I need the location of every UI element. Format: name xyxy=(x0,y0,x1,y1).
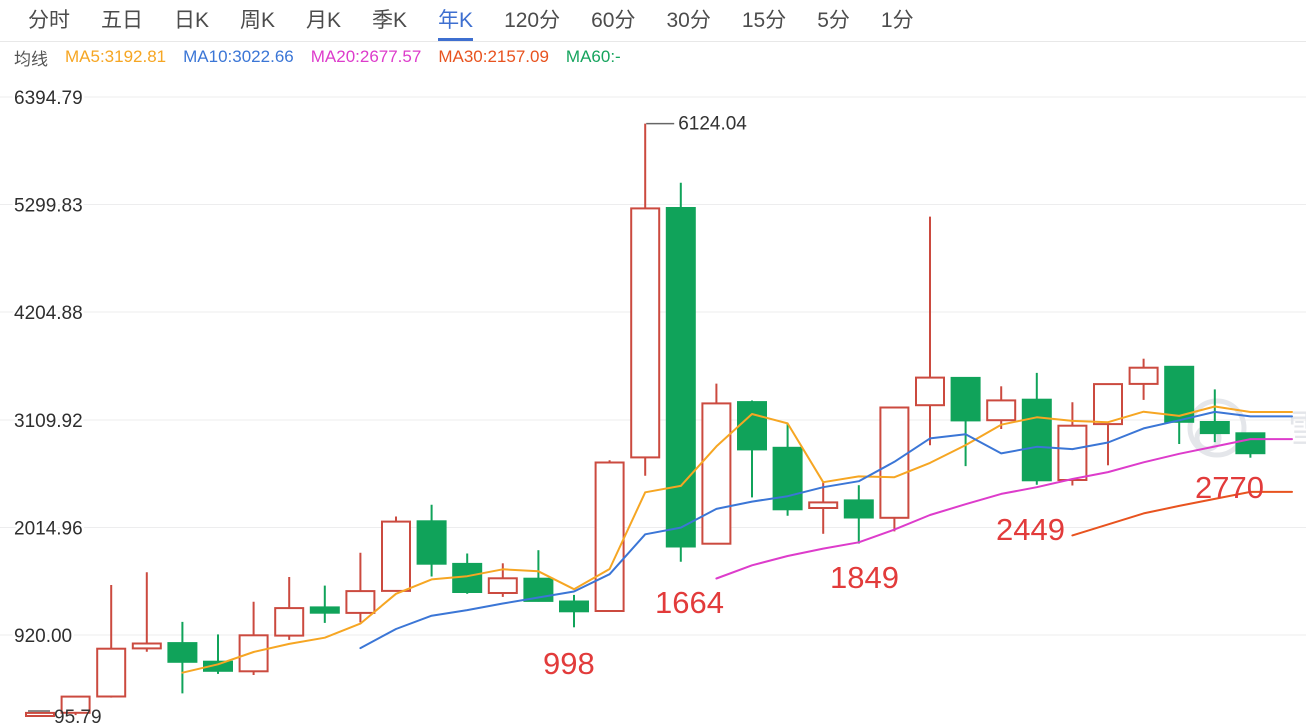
y-axis-label: 6394.79 xyxy=(14,88,83,109)
candle-down[interactable] xyxy=(309,606,340,614)
candle-down[interactable] xyxy=(203,660,233,672)
high-marker-label: 6124.04 xyxy=(678,114,747,135)
candle-down[interactable] xyxy=(1021,398,1052,482)
tab-60-min[interactable]: 60分 xyxy=(591,9,636,32)
candle-down[interactable] xyxy=(843,499,874,519)
candle-up[interactable] xyxy=(60,695,91,714)
candle-up[interactable] xyxy=(1057,424,1088,482)
tab-yearly-k[interactable]: 年K xyxy=(438,0,474,41)
hand-annotation: 1849 xyxy=(830,560,899,595)
candle-up[interactable] xyxy=(986,399,1017,422)
legend-ma60: MA60:- xyxy=(565,47,621,66)
candle-down[interactable] xyxy=(167,642,198,663)
candles xyxy=(25,123,1266,718)
tab-five-day[interactable]: 五日 xyxy=(101,9,143,32)
candle-down[interactable] xyxy=(737,401,767,451)
chart-header: 分时 五日 日K 周K 月K 季K 年K 120分 60分 30分 15分 5分 1分 均线 MA5:3… xyxy=(0,0,1306,72)
tab-1-min[interactable]: 1分 xyxy=(880,9,914,32)
candle-up[interactable] xyxy=(630,207,661,459)
tab-120-min[interactable]: 120分 xyxy=(504,9,561,32)
candle-up[interactable] xyxy=(1093,383,1123,426)
candle-up[interactable] xyxy=(238,634,269,673)
period-tabbar: 分时 五日 日K 周K 月K 季K 年K 120分 60分 30分 15分 5分 1分 xyxy=(0,0,1306,42)
hand-annotation: 2770 xyxy=(1195,470,1264,505)
watermark-logo xyxy=(1187,398,1247,458)
candle-up[interactable] xyxy=(131,642,162,650)
ma5-line xyxy=(181,405,1293,674)
y-axis-label: 5299.83 xyxy=(14,196,83,217)
ma30-line xyxy=(1071,490,1293,537)
ma-legend-title: 均线 xyxy=(14,49,48,69)
ma-legend-items: MA5:3192.81 MA10:3022.66 MA20:2677.57 MA30:… xyxy=(65,47,621,67)
hand-annotation: 1664 xyxy=(655,585,724,620)
low-marker-label: 95.79 xyxy=(54,707,102,728)
watermark: 雪 xyxy=(1187,398,1306,458)
tab-15-min[interactable]: 15分 xyxy=(741,9,787,32)
tab-monthly-k[interactable]: 月K xyxy=(306,9,342,32)
annotations: 6124.04 95.79 998 1664 1849 2449 2770 xyxy=(28,114,1264,728)
legend-ma30: MA30:2157.09 xyxy=(438,47,549,66)
candle-up[interactable] xyxy=(808,501,839,509)
candle-up[interactable] xyxy=(25,711,55,718)
ma20-line xyxy=(715,438,1293,580)
tab-5-min[interactable]: 5分 xyxy=(817,9,850,32)
y-axis-label: 4204.88 xyxy=(14,303,83,324)
legend-ma10: MA10:3022.66 xyxy=(183,47,294,66)
tab-intraday[interactable]: 分时 xyxy=(28,9,70,32)
candle-up[interactable] xyxy=(487,577,518,594)
candle-down[interactable] xyxy=(1199,421,1230,435)
ma10-line xyxy=(359,410,1293,650)
candle-up[interactable] xyxy=(915,376,945,407)
legend-ma5: MA5:3192.81 xyxy=(65,47,167,66)
hand-annotation: 2449 xyxy=(996,512,1065,547)
candle-up[interactable] xyxy=(594,461,625,612)
candle-down[interactable] xyxy=(665,207,696,548)
y-axis-labels: 6394.79 5299.83 4204.88 3109.92 2014.96 920.0… xyxy=(12,86,86,650)
candle-up[interactable] xyxy=(96,647,127,698)
candle-down[interactable] xyxy=(1235,432,1266,455)
candle-down[interactable] xyxy=(950,376,981,422)
candle-up[interactable] xyxy=(381,520,411,592)
y-axis-label: 3109.92 xyxy=(14,411,83,432)
tab-daily-k[interactable]: 日K xyxy=(174,9,210,32)
candle-down[interactable] xyxy=(559,600,589,613)
candle-up[interactable] xyxy=(274,607,305,637)
candle-up[interactable] xyxy=(1128,366,1159,385)
candle-up[interactable] xyxy=(701,402,732,545)
candle-down[interactable] xyxy=(416,520,447,565)
watermark-text: 雪 xyxy=(1288,409,1306,451)
candle-down[interactable] xyxy=(772,446,803,511)
ma-lines xyxy=(181,405,1293,674)
legend-ma20: MA20:2677.57 xyxy=(310,47,422,66)
tab-30-min[interactable]: 30分 xyxy=(666,9,711,32)
hand-annotation: 998 xyxy=(543,646,595,681)
candle-up[interactable] xyxy=(345,590,376,614)
tab-quarterly-k[interactable]: 季K xyxy=(372,9,408,32)
y-axis-label: 920.00 xyxy=(14,626,72,647)
y-axis-label: 2014.96 xyxy=(14,518,83,539)
tab-weekly-k[interactable]: 周K xyxy=(240,9,276,32)
ma-legend: 均线 MA5:3192.81 MA10:3022.66 MA20:2677.57 MA… xyxy=(0,42,1306,72)
